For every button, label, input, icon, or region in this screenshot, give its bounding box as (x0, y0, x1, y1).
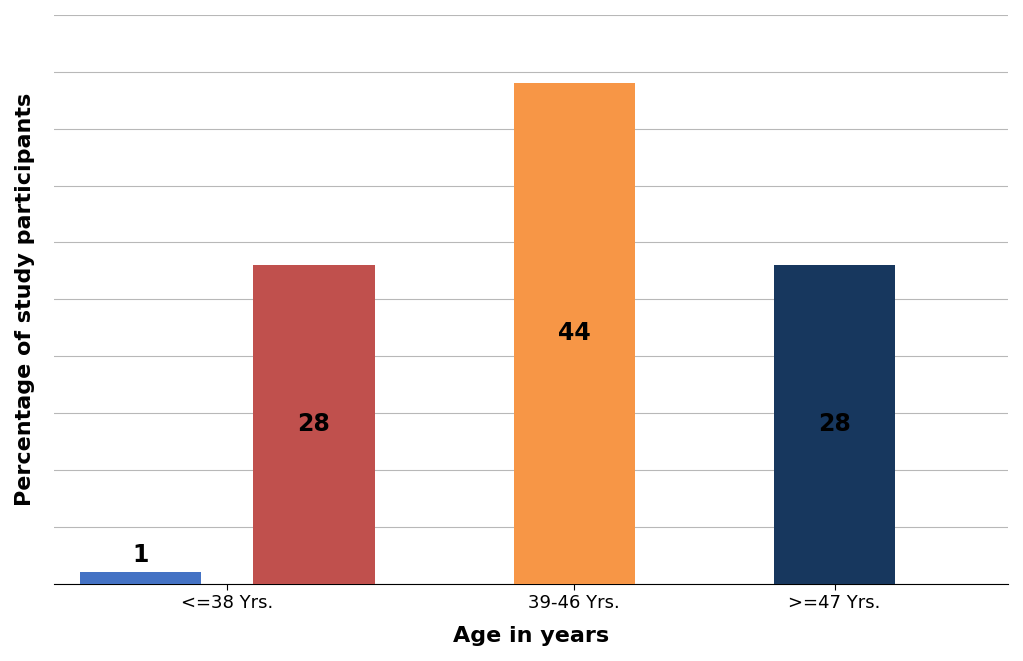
Bar (254, 265, 374, 584)
Text: 28: 28 (298, 412, 330, 436)
Text: 1: 1 (132, 543, 148, 566)
Bar (514, 83, 635, 584)
Bar (80, 572, 202, 584)
Text: 28: 28 (818, 412, 851, 436)
Bar (773, 265, 895, 584)
X-axis label: Age in years: Age in years (453, 626, 609, 646)
Y-axis label: Percentage of study participants: Percentage of study participants (15, 93, 35, 506)
Text: 44: 44 (558, 321, 590, 346)
